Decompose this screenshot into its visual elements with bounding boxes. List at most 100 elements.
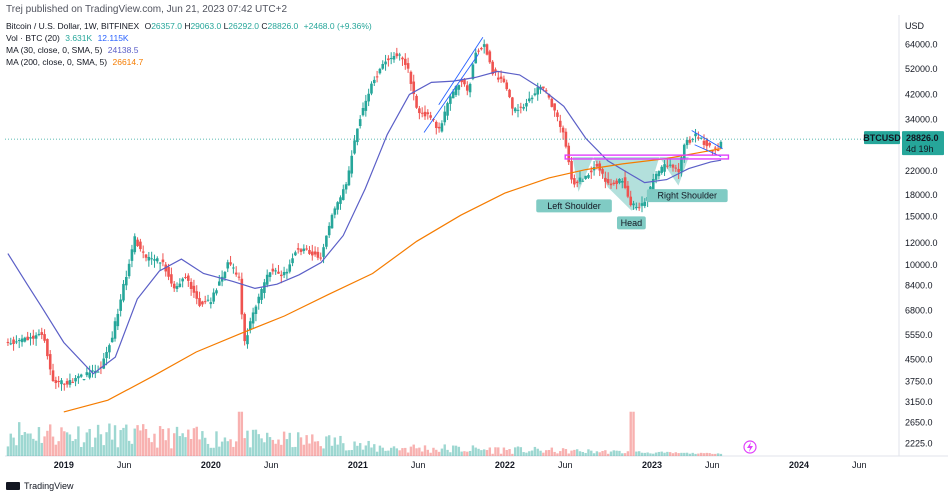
candle-body xyxy=(327,225,331,236)
candle-body xyxy=(336,202,339,210)
candle-body xyxy=(232,267,235,269)
volume-bar xyxy=(474,447,477,456)
candle-body xyxy=(446,103,449,116)
candle-body xyxy=(71,381,75,383)
candle-body xyxy=(12,339,15,344)
volume-bar xyxy=(502,447,506,456)
candle-body xyxy=(553,103,556,111)
candle-body xyxy=(184,276,187,278)
candle-body xyxy=(370,83,373,94)
candle-body xyxy=(308,250,311,254)
volume-bar xyxy=(660,451,663,456)
volume-bar xyxy=(133,428,136,456)
volume-bar xyxy=(229,439,232,456)
candle-body xyxy=(60,380,63,385)
candle-body xyxy=(277,271,280,274)
volume-bar xyxy=(590,450,593,456)
candle-body xyxy=(175,286,179,289)
volume-bar xyxy=(347,450,351,456)
volume-bar xyxy=(161,428,165,456)
candle-body xyxy=(409,71,413,84)
volume-bar xyxy=(392,446,396,456)
volume-bar xyxy=(178,436,182,456)
candle-body xyxy=(294,252,297,256)
volume-bar xyxy=(446,449,449,456)
candle-body xyxy=(654,173,658,180)
volume-bar xyxy=(257,434,260,456)
volume-bar xyxy=(606,453,610,456)
volume-bar xyxy=(330,445,334,456)
candle-body xyxy=(542,86,545,89)
volume-bar xyxy=(291,447,294,456)
candle-body xyxy=(604,177,607,182)
candle-body xyxy=(322,247,325,257)
volume-bar xyxy=(401,448,404,456)
candle-body xyxy=(234,272,238,275)
volume-bar xyxy=(139,430,142,456)
price-tag-box xyxy=(902,131,944,156)
pattern-label: Right Shoulder xyxy=(657,191,717,201)
candle-body xyxy=(713,147,717,149)
price-tag-symbol-box xyxy=(864,131,900,145)
candle-body xyxy=(615,180,618,185)
volume-bar xyxy=(322,448,325,456)
volume-bar xyxy=(522,452,525,456)
y-tick-label: 10000.0 xyxy=(905,260,938,270)
volume-bar xyxy=(460,451,463,456)
volume-bar xyxy=(215,431,218,456)
volume-bar xyxy=(528,451,531,456)
candle-body xyxy=(378,68,382,74)
candle-body xyxy=(37,333,41,335)
volume-bar xyxy=(223,437,227,456)
candle-body xyxy=(463,79,466,85)
volume-bar xyxy=(511,453,514,456)
candle-body xyxy=(57,380,60,383)
volume-bar xyxy=(268,437,272,456)
candle-body xyxy=(522,107,525,109)
volume-bar xyxy=(666,451,669,456)
volume-bar xyxy=(530,450,534,456)
volume-bar xyxy=(20,435,24,456)
candle-body xyxy=(108,345,111,353)
volume-bar xyxy=(181,433,184,456)
volume-bar xyxy=(296,432,300,456)
volume-bar xyxy=(423,445,427,456)
candle-body xyxy=(226,262,230,269)
volume-bar xyxy=(147,437,151,456)
volume-bar xyxy=(418,447,421,456)
candle-body xyxy=(640,203,644,206)
volume-bar xyxy=(71,440,74,456)
candle-body xyxy=(629,196,633,206)
candle-body xyxy=(423,111,427,117)
volume-bar xyxy=(398,450,401,456)
y-tick-label: 34000.0 xyxy=(905,115,938,125)
volume-bar xyxy=(587,449,590,456)
volume-bar xyxy=(533,446,537,456)
candle-body xyxy=(668,164,672,166)
volume-bar xyxy=(108,423,111,456)
volume-bar xyxy=(432,447,435,456)
volume-bar xyxy=(426,449,430,456)
legend-open-label: O xyxy=(144,21,152,31)
candle-body xyxy=(46,339,49,357)
ma30-line xyxy=(7,70,722,375)
volume-bar xyxy=(694,453,697,456)
candle-body xyxy=(356,128,359,143)
candle-body xyxy=(124,277,128,286)
candle-body xyxy=(635,206,638,208)
volume-bar xyxy=(77,426,80,456)
candle-body xyxy=(158,262,162,264)
candle-body xyxy=(372,79,376,84)
candle-body xyxy=(716,149,720,151)
volume-bar xyxy=(198,439,201,456)
x-tick-label: Jun xyxy=(558,460,573,470)
candle-body xyxy=(9,343,13,345)
volume-bar xyxy=(646,452,649,456)
volume-bar xyxy=(361,449,365,456)
volume-bar xyxy=(378,445,382,456)
candle-body xyxy=(505,82,509,90)
candle-body xyxy=(350,155,354,174)
candle-body xyxy=(246,335,249,345)
candle-body xyxy=(578,177,582,182)
